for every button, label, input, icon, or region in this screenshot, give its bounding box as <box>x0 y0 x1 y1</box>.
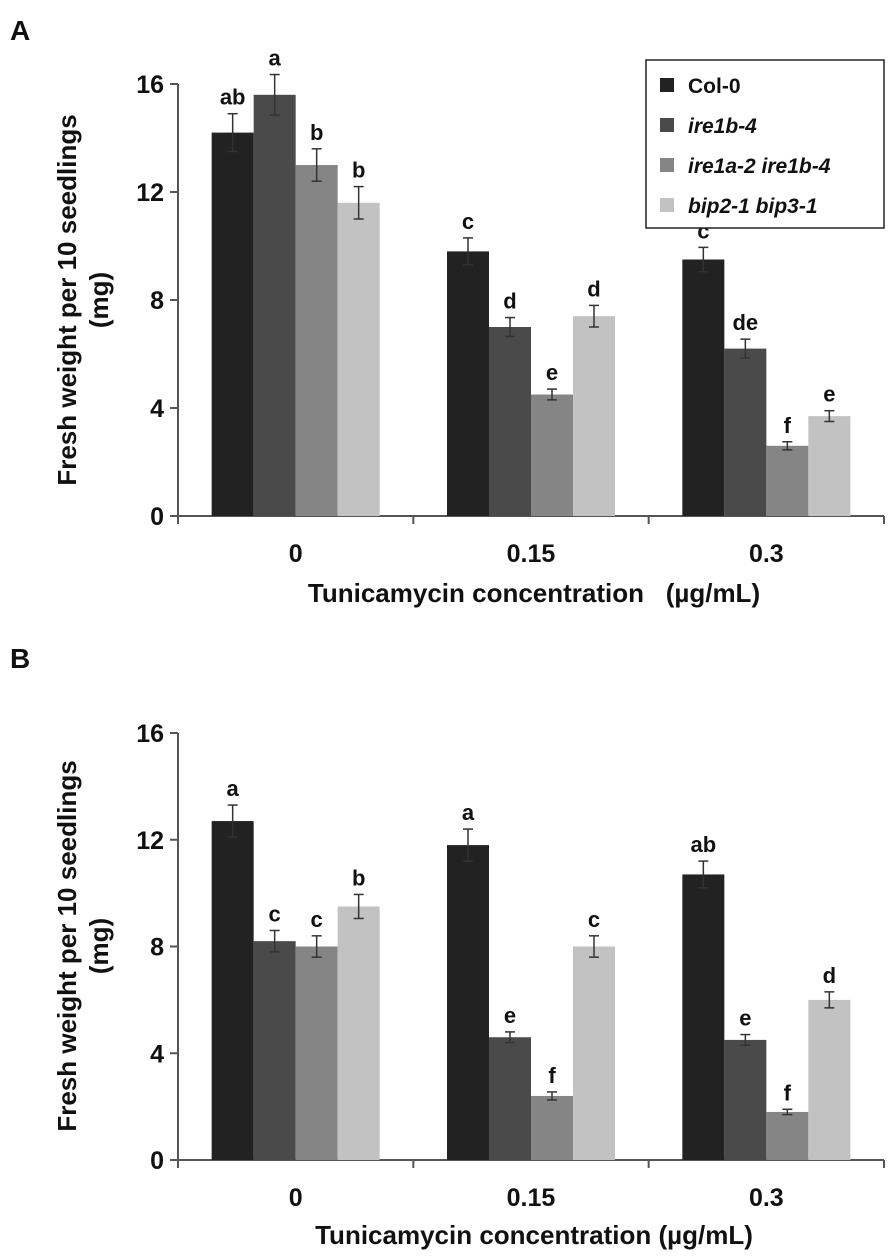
bar-Col-0-0.15 <box>447 845 489 1160</box>
panel-b-label: B <box>10 643 30 674</box>
y-tick-label: 16 <box>136 71 164 99</box>
x-category-label: 0.15 <box>507 1184 556 1212</box>
panel-a-label: A <box>10 15 30 46</box>
bar-bip2-1-bip3-1-0 <box>337 906 380 1160</box>
bar-bip2-1-bip3-1-0.3 <box>808 999 851 1160</box>
x-category-label: 0.15 <box>507 540 556 568</box>
legend-label: bip2-1 bip3-1 <box>688 195 818 218</box>
panel-b: B Fresh weight per 10 seedlings (mg) 0 4 8… <box>10 643 885 1250</box>
significance-letter: d <box>587 276 600 301</box>
legend-swatch <box>660 198 674 212</box>
x-category-label: 0.3 <box>749 540 784 568</box>
y-tick-label: 0 <box>150 1147 164 1175</box>
bar-Col-0-0.3 <box>682 874 725 1160</box>
significance-letter: a <box>462 800 475 825</box>
bar-ire1a-2-ire1b-4-0.15 <box>531 1095 573 1160</box>
bar-bip2-1-bip3-1-0 <box>337 202 380 517</box>
panel-b-ylabel-line1: Fresh weight per 10 seedlings <box>52 760 82 1131</box>
bar-ire1b-4-0.15 <box>489 327 531 516</box>
significance-letter: ab <box>220 85 246 110</box>
x-category-label: 0 <box>289 1184 303 1212</box>
bar-ire1b-4-0.3 <box>724 348 767 516</box>
legend-swatch <box>660 158 674 172</box>
bar-bip2-1-bip3-1-0.3 <box>808 416 851 516</box>
significance-letter: b <box>352 158 365 183</box>
bar-ire1b-4-0.15 <box>489 1037 531 1160</box>
legend-label: ire1b-4 <box>688 115 757 138</box>
y-tick-label: 12 <box>136 827 164 855</box>
significance-letter: e <box>546 360 558 385</box>
bar-Col-0-0.15 <box>447 251 489 516</box>
bar-Col-0-0 <box>211 132 254 516</box>
y-tick-label: 4 <box>150 1040 164 1068</box>
bar-Col-0-0 <box>211 821 254 1160</box>
y-tick-label: 0 <box>150 503 164 531</box>
significance-letter: d <box>503 289 516 314</box>
bar-ire1a-2-ire1b-4-0.3 <box>766 445 809 516</box>
bar-ire1a-2-ire1b-4-0.3 <box>766 1111 809 1160</box>
significance-letter: a <box>227 776 240 801</box>
panel-b-xlabel: Tunicamycin concentration (µg/mL) <box>315 1220 753 1250</box>
significance-letter: b <box>352 865 365 890</box>
legend-swatch <box>660 78 674 92</box>
y-tick-label: 8 <box>150 287 164 315</box>
legend-label: Col-0 <box>688 75 741 98</box>
bar-ire1a-2-ire1b-4-0.15 <box>531 394 573 516</box>
y-tick-label: 4 <box>150 395 164 423</box>
bar-ire1b-4-0.3 <box>724 1039 767 1160</box>
bar-Col-0-0.3 <box>682 259 725 516</box>
significance-letter: e <box>823 382 835 407</box>
significance-letter: c <box>588 907 600 932</box>
legend-swatch <box>660 118 674 132</box>
significance-letter: f <box>548 1063 556 1088</box>
significance-letter: a <box>269 46 282 71</box>
panel-a-ylabel-line2: (mg) <box>84 272 114 328</box>
significance-letter: f <box>784 1080 792 1105</box>
significance-letter: e <box>739 1006 751 1031</box>
bar-bip2-1-bip3-1-0.15 <box>573 316 615 516</box>
y-tick-label: 12 <box>136 179 164 207</box>
significance-letter: d <box>823 963 836 988</box>
legend-label: ire1a-2 ire1b-4 <box>688 155 831 178</box>
significance-letter: ab <box>690 832 716 857</box>
significance-letter: de <box>732 310 758 335</box>
panel-a-legend: Col-0 ire1b-4 ire1a-2 ire1b-4 bip2-1 bip3-1 <box>645 59 885 229</box>
bar-ire1b-4-0 <box>253 94 296 517</box>
significance-letter: c <box>462 209 474 234</box>
panel-a-xlabel: Tunicamycin concentration (µg/mL) <box>308 578 760 608</box>
significance-letter: c <box>269 901 281 926</box>
panel-a-ylabel-line1: Fresh weight per 10 seedlings <box>52 114 82 485</box>
bar-bip2-1-bip3-1-0.15 <box>573 946 615 1160</box>
significance-letter: c <box>311 907 323 932</box>
legend-box <box>645 59 885 229</box>
bar-ire1a-2-ire1b-4-0 <box>295 946 338 1160</box>
significance-letter: e <box>504 1003 516 1028</box>
panel-b-plot-area: 0 4 8 12 16 a c c b 0 a e f c 0.15 ab e f d 0.3 <box>136 720 885 1212</box>
y-tick-label: 8 <box>150 934 164 962</box>
y-tick-label: 16 <box>136 720 164 748</box>
significance-letter: f <box>784 413 792 438</box>
significance-letter: b <box>310 120 323 145</box>
bar-ire1a-2-ire1b-4-0 <box>295 165 338 516</box>
x-category-label: 0 <box>289 540 303 568</box>
x-category-label: 0.3 <box>749 1184 784 1212</box>
panel-b-ylabel-line2: (mg) <box>84 918 114 974</box>
panel-a: A Fresh weight per 10 seedlings (mg) 0 4 8… <box>10 15 885 608</box>
bar-ire1b-4-0 <box>253 941 296 1160</box>
